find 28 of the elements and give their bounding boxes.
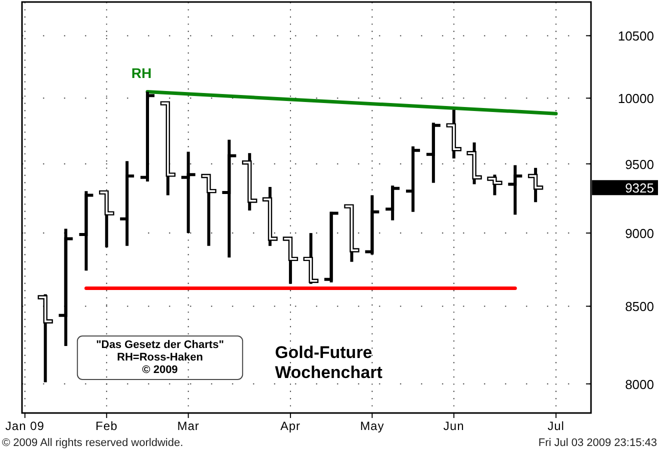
text: Fri Jul 03 2009 23:15:43 <box>538 437 657 449</box>
x-tick-label: Jan 09 <box>5 419 44 433</box>
candlestick <box>487 174 502 196</box>
y-tick-label: 8000 <box>625 376 654 392</box>
y-tick-label: 10500 <box>618 28 654 44</box>
text: 9325 <box>625 180 654 196</box>
x-tick-label: Feb <box>96 419 118 433</box>
candlestick <box>508 165 522 215</box>
y-tick-label: 10000 <box>618 91 654 106</box>
text: Gold-Future <box>275 343 372 362</box>
candlestick <box>181 152 196 234</box>
candlestick <box>386 186 400 220</box>
text: © 2009 All rights reserved worldwide. <box>2 437 184 449</box>
y-tick-label: 8500 <box>625 299 654 314</box>
candlestick <box>528 168 544 202</box>
candlestick <box>99 190 114 248</box>
y-tick-label: 9000 <box>625 226 654 242</box>
candlestick <box>201 174 216 246</box>
annotation: RH <box>131 64 152 81</box>
x-tick-label: Jun <box>443 419 464 433</box>
y-tick-label: 9500 <box>625 156 654 172</box>
annotation: "Das Gesetz der Charts" RH=Ross-Haken © 2009 <box>96 339 224 376</box>
x-tick-label: Jul <box>548 419 564 433</box>
text: Wochenchart <box>275 363 383 382</box>
candlestick <box>282 236 298 284</box>
x-tick-label: May <box>360 419 384 433</box>
x-tick-label: Apr <box>280 419 301 433</box>
x-tick-label: Mar <box>177 419 200 433</box>
